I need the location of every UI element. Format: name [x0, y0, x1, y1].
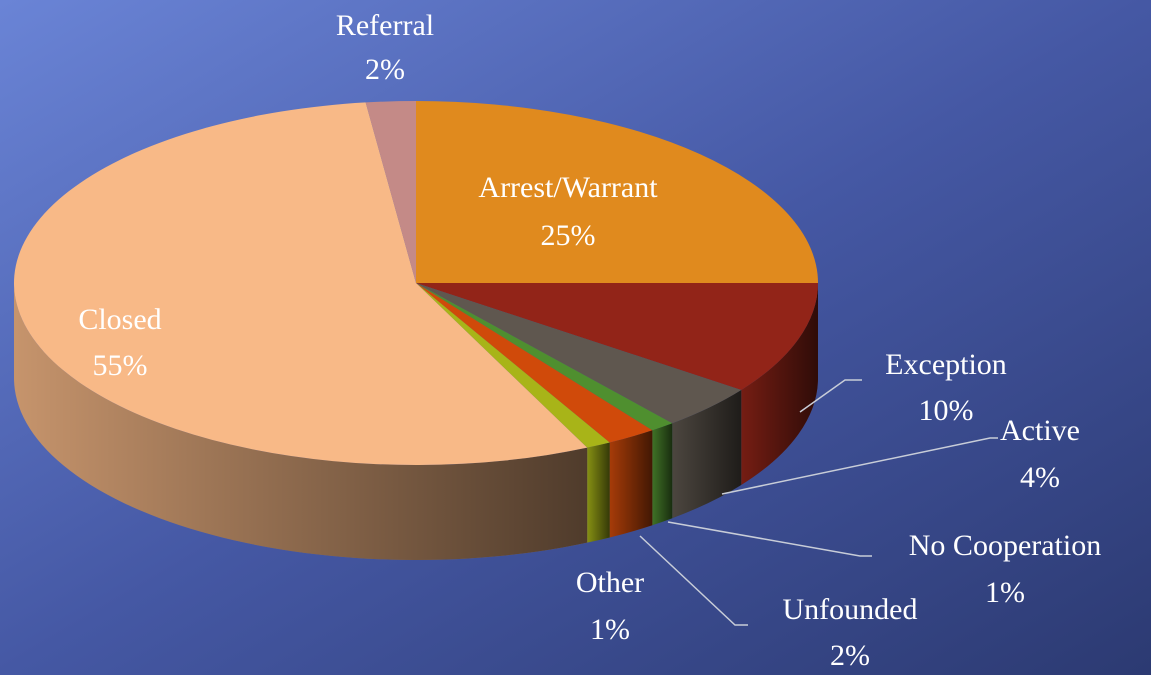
slice-label: Exception: [885, 348, 1007, 381]
slice: [365, 101, 416, 283]
slice-side: [587, 442, 610, 543]
value-label: 2%: [830, 639, 870, 672]
slice-label: Referral: [336, 9, 434, 42]
leader-line: [721, 437, 998, 495]
value-label: 10%: [919, 394, 974, 427]
value-label: 25%: [541, 219, 596, 252]
leader-line: [799, 379, 862, 413]
leader-lines: [639, 379, 998, 626]
slice-label: Closed: [78, 303, 161, 336]
value-label: 1%: [985, 576, 1025, 609]
slice-label: No Cooperation: [909, 529, 1101, 562]
pie-tops: [13, 101, 818, 466]
labels: Arrest/Warrant 25% Exception 10% Active 4% No …: [78, 9, 1101, 672]
slice-side: [652, 423, 673, 526]
slice: [416, 283, 673, 431]
leader-line: [667, 521, 872, 557]
slice-side: [609, 430, 653, 538]
value-label: 2%: [365, 53, 405, 86]
slice: [416, 283, 610, 448]
slice: [416, 283, 818, 390]
slice: [416, 283, 742, 424]
slice-label: Unfounded: [783, 593, 918, 626]
slice: [416, 283, 653, 443]
slice: [13, 102, 588, 466]
leader-line: [639, 535, 748, 626]
slice: [416, 101, 818, 283]
slice-label: Other: [576, 566, 644, 599]
slice-label: Arrest/Warrant: [478, 171, 658, 204]
value-label: 1%: [590, 613, 630, 646]
value-label: 4%: [1020, 461, 1060, 494]
value-label: 55%: [93, 349, 148, 382]
slice-label: Active: [1000, 414, 1080, 447]
